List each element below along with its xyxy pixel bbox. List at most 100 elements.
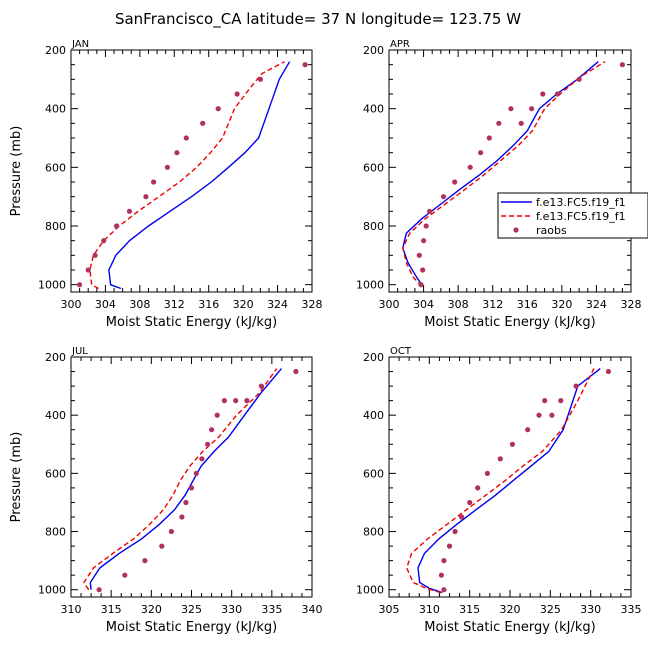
- raobs-point: [77, 282, 83, 288]
- raobs-point: [221, 398, 227, 404]
- panel-jan: 300 304 308 312 316 320 324 328 200 400 600 800 1000…: [9, 39, 323, 330]
- y-tick-label: 200: [363, 44, 384, 57]
- raobs-point: [183, 135, 189, 141]
- series-line-dashed: [402, 61, 606, 287]
- y-axis-label: Pressure (mb): [9, 432, 24, 523]
- y-tick-label: 200: [45, 351, 66, 364]
- legend-dot-raobs: [513, 227, 519, 233]
- x-tick-label: 312: [164, 298, 185, 311]
- raobs-point: [114, 223, 120, 229]
- x-axis-label: Moist Static Energy (kJ/kg): [424, 315, 595, 330]
- raobs-point: [536, 412, 542, 418]
- figure-title: SanFrancisco_CA latitude= 37 N longitude…: [115, 10, 521, 29]
- raobs-point: [200, 120, 206, 126]
- y-tick-label: 800: [45, 526, 66, 539]
- plot-frame: [388, 49, 632, 293]
- y-tick-label: 1000: [38, 584, 66, 597]
- raobs-point: [205, 441, 211, 447]
- raobs-point: [168, 528, 174, 535]
- raobs-point: [452, 528, 458, 535]
- series-line-dashed: [89, 61, 285, 290]
- x-tick-label: 315: [101, 603, 122, 616]
- y-tick-label: 200: [363, 351, 384, 364]
- raobs-point: [244, 398, 250, 404]
- raobs-point: [467, 499, 473, 506]
- y-tick-label: 600: [45, 467, 66, 480]
- series-line-solid: [402, 61, 599, 287]
- x-tick-label: 325: [181, 603, 202, 616]
- legend-box: [497, 192, 648, 239]
- raobs-point: [420, 267, 426, 273]
- x-tick-label: 310: [419, 603, 440, 616]
- y-tick-label: 1000: [38, 279, 66, 292]
- x-tick-label: 325: [540, 603, 561, 616]
- raobs-point: [293, 368, 299, 375]
- y-tick-label: 800: [363, 526, 384, 539]
- raobs-point: [126, 208, 133, 214]
- raobs-point: [164, 164, 170, 170]
- panel-apr: 300 304 308 312 316 320 324 328 200 400 600 800 1000…: [356, 39, 642, 330]
- raobs-point: [416, 252, 422, 258]
- raobs-point: [174, 150, 180, 156]
- x-tick-label: 335: [261, 603, 282, 616]
- x-tick-label: 305: [379, 603, 400, 616]
- y-tick-label: 400: [363, 409, 384, 422]
- series-line-dashed: [405, 368, 595, 594]
- x-tick-label: 316: [517, 298, 538, 311]
- raobs-point: [427, 208, 433, 214]
- y-tick-label: 800: [363, 220, 384, 233]
- raobs-point: [605, 368, 612, 375]
- x-tick-label: 316: [198, 298, 219, 311]
- raobs-point: [467, 164, 473, 170]
- y-tick-label: 400: [45, 103, 66, 116]
- y-tick-label: 600: [363, 161, 384, 174]
- raobs-point: [96, 587, 102, 593]
- raobs-point: [421, 238, 427, 244]
- x-tick-label: 308: [448, 298, 469, 311]
- x-tick-label: 310: [61, 603, 82, 616]
- panel-oct: 305 310 315 320 325 330 335 200 400 600 800 1000 OCT…: [356, 346, 642, 635]
- raobs-point: [151, 179, 157, 185]
- raobs-point: [418, 282, 424, 288]
- series-line-solid: [417, 368, 601, 594]
- x-axis-label: Moist Static Energy (kJ/kg): [106, 620, 277, 635]
- raobs-point: [484, 470, 490, 476]
- x-tick-label: 340: [302, 603, 323, 616]
- panel-title: OCT: [390, 346, 412, 357]
- y-tick-label: 1000: [356, 584, 384, 597]
- raobs-point: [529, 106, 535, 112]
- x-tick-label: 324: [586, 298, 607, 311]
- x-tick-label: 320: [233, 298, 254, 311]
- x-tick-label: 315: [459, 603, 480, 616]
- raobs-point: [573, 383, 579, 389]
- raobs-point: [486, 135, 492, 141]
- x-tick-label: 320: [500, 603, 521, 616]
- y-tick-label: 800: [45, 220, 66, 233]
- series-line-solid: [108, 61, 291, 290]
- x-tick-label: 304: [413, 298, 434, 311]
- x-tick-label: 330: [580, 603, 601, 616]
- y-axis-label: Pressure (mb): [9, 126, 24, 217]
- raobs-point: [558, 398, 564, 404]
- raobs-point: [122, 572, 128, 578]
- raobs-point: [475, 485, 481, 491]
- x-tick-label: 300: [61, 298, 82, 311]
- raobs-point: [214, 412, 220, 418]
- panel-title: JUL: [71, 346, 88, 357]
- raobs-point: [199, 456, 205, 462]
- raobs-point: [576, 76, 582, 82]
- x-tick-label: 312: [482, 298, 503, 311]
- x-tick-label: 330: [221, 603, 242, 616]
- x-tick-label: 335: [621, 603, 642, 616]
- raobs-point: [518, 120, 524, 126]
- raobs-point: [619, 62, 626, 68]
- x-axis-label: Moist Static Energy (kJ/kg): [424, 620, 595, 635]
- x-tick-label: 328: [302, 298, 323, 311]
- panel-title: JAN: [71, 39, 89, 50]
- series-line-solid: [89, 368, 283, 590]
- raobs-point: [446, 543, 453, 549]
- legend-label: f.e13.FC5.f19_f1: [536, 196, 626, 209]
- raobs-point: [193, 470, 199, 476]
- raobs-point: [143, 194, 149, 200]
- raobs-point: [233, 398, 239, 404]
